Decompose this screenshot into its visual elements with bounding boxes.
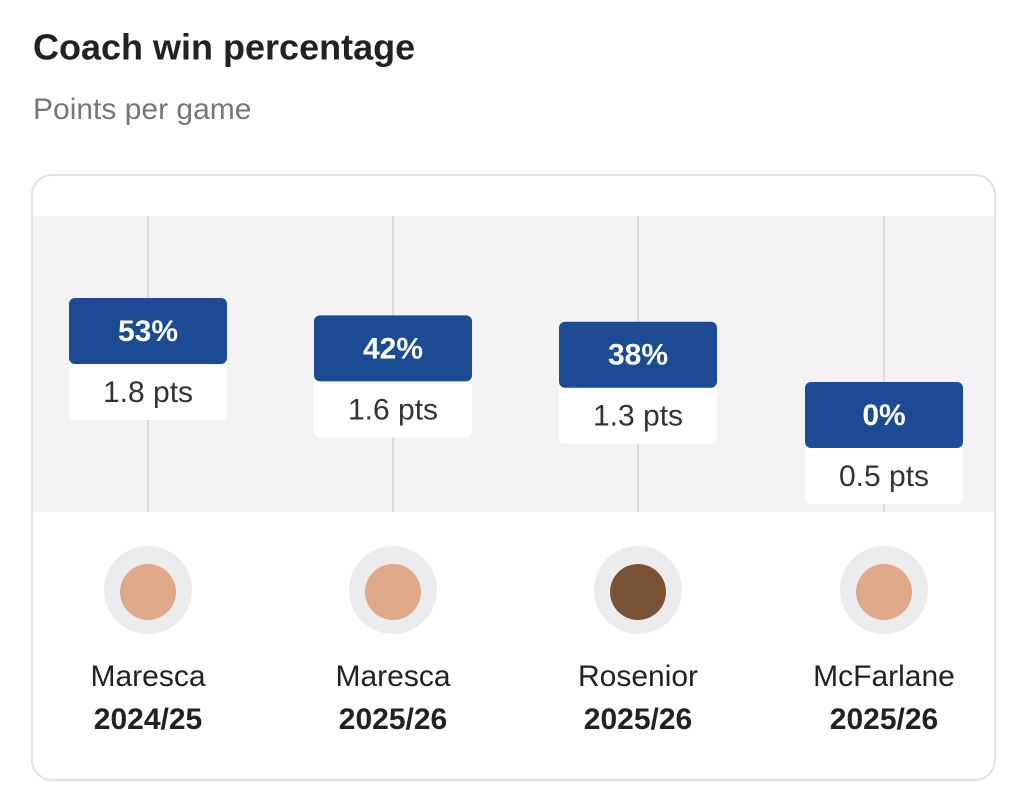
pts-label: 1.6 pts [348,393,438,426]
avatar-face [610,564,666,620]
coach-name: McFarlane [813,660,955,693]
chart-title: Coach win percentage [33,27,415,68]
season: 2025/26 [830,703,938,736]
win-box [69,297,227,364]
avatar-face [856,564,912,620]
pts-label: 0.5 pts [839,460,929,493]
chart-subtitle: Points per game [33,93,251,126]
coach-name: Maresca [335,660,450,693]
season: 2025/26 [339,703,447,736]
avatar-face [365,564,421,620]
win-box [805,382,963,448]
season: 2024/25 [94,703,202,736]
win-label: 0% [862,399,905,432]
season: 2025/26 [584,703,692,736]
win-label: 53% [118,315,178,348]
coach-name: Rosenior [578,660,698,693]
avatar-face [120,564,176,620]
pts-label: 1.8 pts [103,376,193,409]
win-label: 38% [608,339,668,372]
win-label: 42% [363,332,423,365]
win-box [314,315,472,382]
coach-name: Maresca [90,660,205,693]
pts-label: 1.3 pts [593,400,683,433]
win-box [559,321,717,388]
